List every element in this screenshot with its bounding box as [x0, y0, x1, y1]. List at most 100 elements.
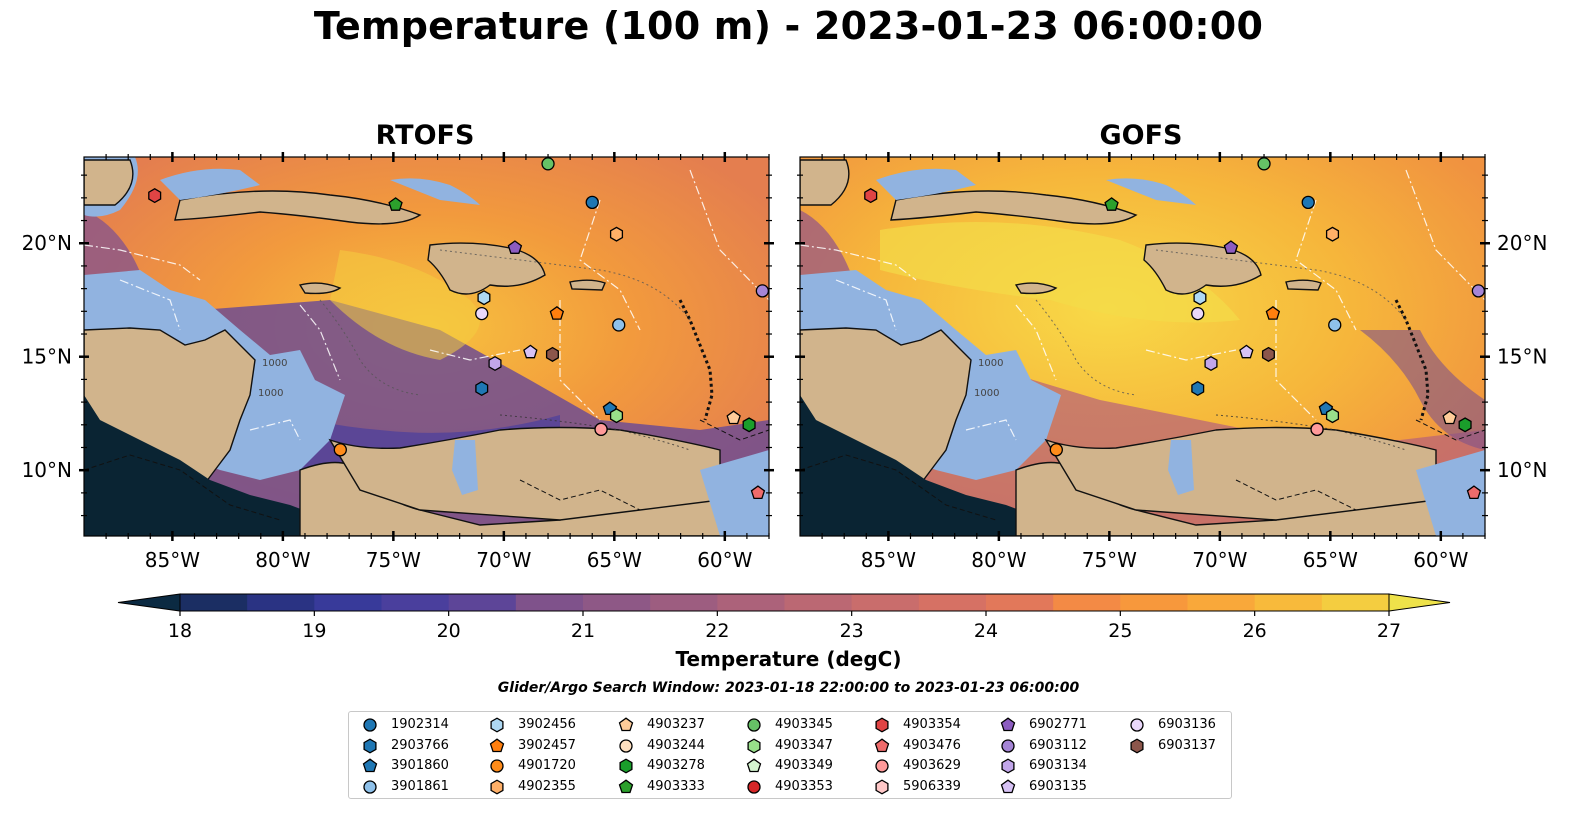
- legend-label: 4903333: [647, 778, 705, 794]
- legend-marker: [1001, 738, 1015, 753]
- land-cuba: [174, 190, 422, 225]
- colorbar-tick-label: 21: [571, 620, 595, 642]
- country-borders: [800, 419, 1485, 521]
- land-hispaniola: [1143, 242, 1262, 295]
- legend-label: 4902355: [518, 778, 576, 794]
- platform-marker-2903766: [475, 380, 489, 397]
- platform-marker-4903237: [1442, 410, 1457, 425]
- pentagon-marker-icon: [618, 778, 634, 793]
- lon-tick-label: 75°W: [366, 548, 421, 572]
- legend-marker: [363, 779, 377, 794]
- lesser-antilles: [678, 299, 714, 421]
- legend-marker: [362, 758, 378, 773]
- legend-label: 3901861: [391, 778, 449, 794]
- legend-marker: [619, 758, 633, 774]
- shelf-orinoco: [700, 450, 769, 536]
- legend-marker: [1000, 778, 1016, 793]
- isobath-contour: [1215, 414, 1407, 451]
- colorbar-segment: [515, 594, 584, 611]
- lat-tick-label: 15°N: [22, 345, 72, 369]
- platform-marker-4901720: [1049, 443, 1063, 457]
- colorbar-segment: [918, 594, 987, 611]
- lon-tick-label: 80°W: [971, 548, 1026, 572]
- colorbar-segment: [381, 594, 450, 611]
- isobath-contour: [319, 299, 421, 396]
- legend-label: 4903349: [775, 758, 833, 773]
- colorbar-tick-label: 19: [302, 620, 326, 642]
- legend-marker: [1130, 737, 1144, 754]
- pentagon-marker-icon: [618, 717, 634, 732]
- platform-marker-4903278: [742, 417, 756, 433]
- platform-marker-6903137: [545, 346, 559, 362]
- legend-marker: [1001, 758, 1015, 774]
- legend-label: 6903136: [1158, 717, 1216, 732]
- platform-marker-6903112: [1471, 284, 1486, 298]
- land-hispaniola: [427, 242, 546, 295]
- eez-boundaries: [800, 169, 1485, 441]
- legend-label: 6903112: [1029, 737, 1087, 753]
- platform-marker-4903345: [541, 157, 555, 171]
- platform-markers: [148, 157, 1486, 500]
- colorbar-extend-min: [117, 593, 181, 612]
- map-axes: 85°W 80°W 75°W 70°W 65°W 60°W 20°N 15°N 10°N 85°W…: [22, 152, 1547, 572]
- panel-title-rtofs: RTOFS: [375, 120, 475, 151]
- colorbar-segment: [784, 594, 853, 611]
- colorbar-segment: [1120, 594, 1188, 611]
- land-yucatan-north: [84, 159, 134, 206]
- legend-label: 3902456: [518, 717, 576, 732]
- circle-marker-icon: [363, 718, 377, 732]
- colorbar-segment: [1254, 594, 1323, 611]
- hexagon-marker-icon: [875, 778, 889, 795]
- eez-boundaries: [84, 169, 769, 441]
- legend-marker: [618, 717, 634, 732]
- contour-label: 1000: [978, 358, 1003, 369]
- legend-label: 4903353: [775, 778, 833, 794]
- platform-marker-4903333: [1104, 197, 1119, 211]
- platform-marker-1902314: [585, 195, 599, 210]
- platform-marker-3902457: [1265, 305, 1281, 320]
- platform-marker-6902771: [507, 240, 523, 254]
- lon-tick-label: 65°W: [1303, 548, 1358, 572]
- lat-tick-label: 10°N: [22, 458, 72, 482]
- lat-tick-label: 10°N: [1497, 458, 1547, 482]
- circle-marker-icon: [1130, 718, 1144, 732]
- colorbar-segment: [986, 594, 1054, 611]
- colorbar: 18 19 20 21 22 23 24 25 26 27: [117, 593, 1451, 642]
- legend-label: 6903137: [1158, 737, 1216, 753]
- land-venezuela-colombia: [328, 426, 721, 521]
- platform-marker-4902355: [609, 226, 624, 242]
- gofs-map: [800, 157, 1485, 536]
- colorbar-tick-label: 20: [437, 620, 461, 642]
- circle-marker-icon: [875, 759, 889, 773]
- legend-label: 3902457: [518, 737, 576, 753]
- lat-tick-label: 20°N: [1497, 231, 1547, 255]
- hexagon-marker-icon: [1130, 737, 1144, 754]
- pentagon-marker-icon: [362, 758, 378, 773]
- colorbar-tick-label: 25: [1108, 620, 1132, 642]
- lon-tick-label: 65°W: [587, 548, 642, 572]
- platform-marker-4903354: [148, 188, 162, 204]
- legend-label: 5906339: [903, 778, 961, 794]
- colorbar-segment: [583, 594, 651, 611]
- legend-label: 4903278: [647, 758, 705, 773]
- legend-label: 4903244: [647, 737, 705, 753]
- platform-marker-4903345: [1257, 157, 1271, 171]
- platform-marker-6902771: [1223, 240, 1239, 254]
- shelf-cuba: [160, 168, 260, 200]
- legend-marker: [1000, 717, 1016, 732]
- legend-label: 2903766: [391, 737, 449, 753]
- legend-label: 6903134: [1029, 758, 1087, 773]
- legend-label: 4901720: [518, 758, 576, 773]
- circle-marker-icon: [619, 738, 633, 753]
- pentagon-marker-icon: [746, 758, 762, 773]
- lon-tick-label: 70°W: [1192, 548, 1247, 572]
- circle-marker-icon: [747, 779, 761, 794]
- pacific-ocean: [800, 395, 1046, 536]
- platform-marker-3902456: [477, 290, 491, 306]
- land-jamaica: [298, 282, 342, 295]
- platform-marker-4903476: [750, 485, 766, 500]
- lon-tick-label: 85°W: [861, 548, 916, 572]
- platform-marker-4903629: [594, 422, 608, 436]
- legend-marker: [747, 779, 761, 794]
